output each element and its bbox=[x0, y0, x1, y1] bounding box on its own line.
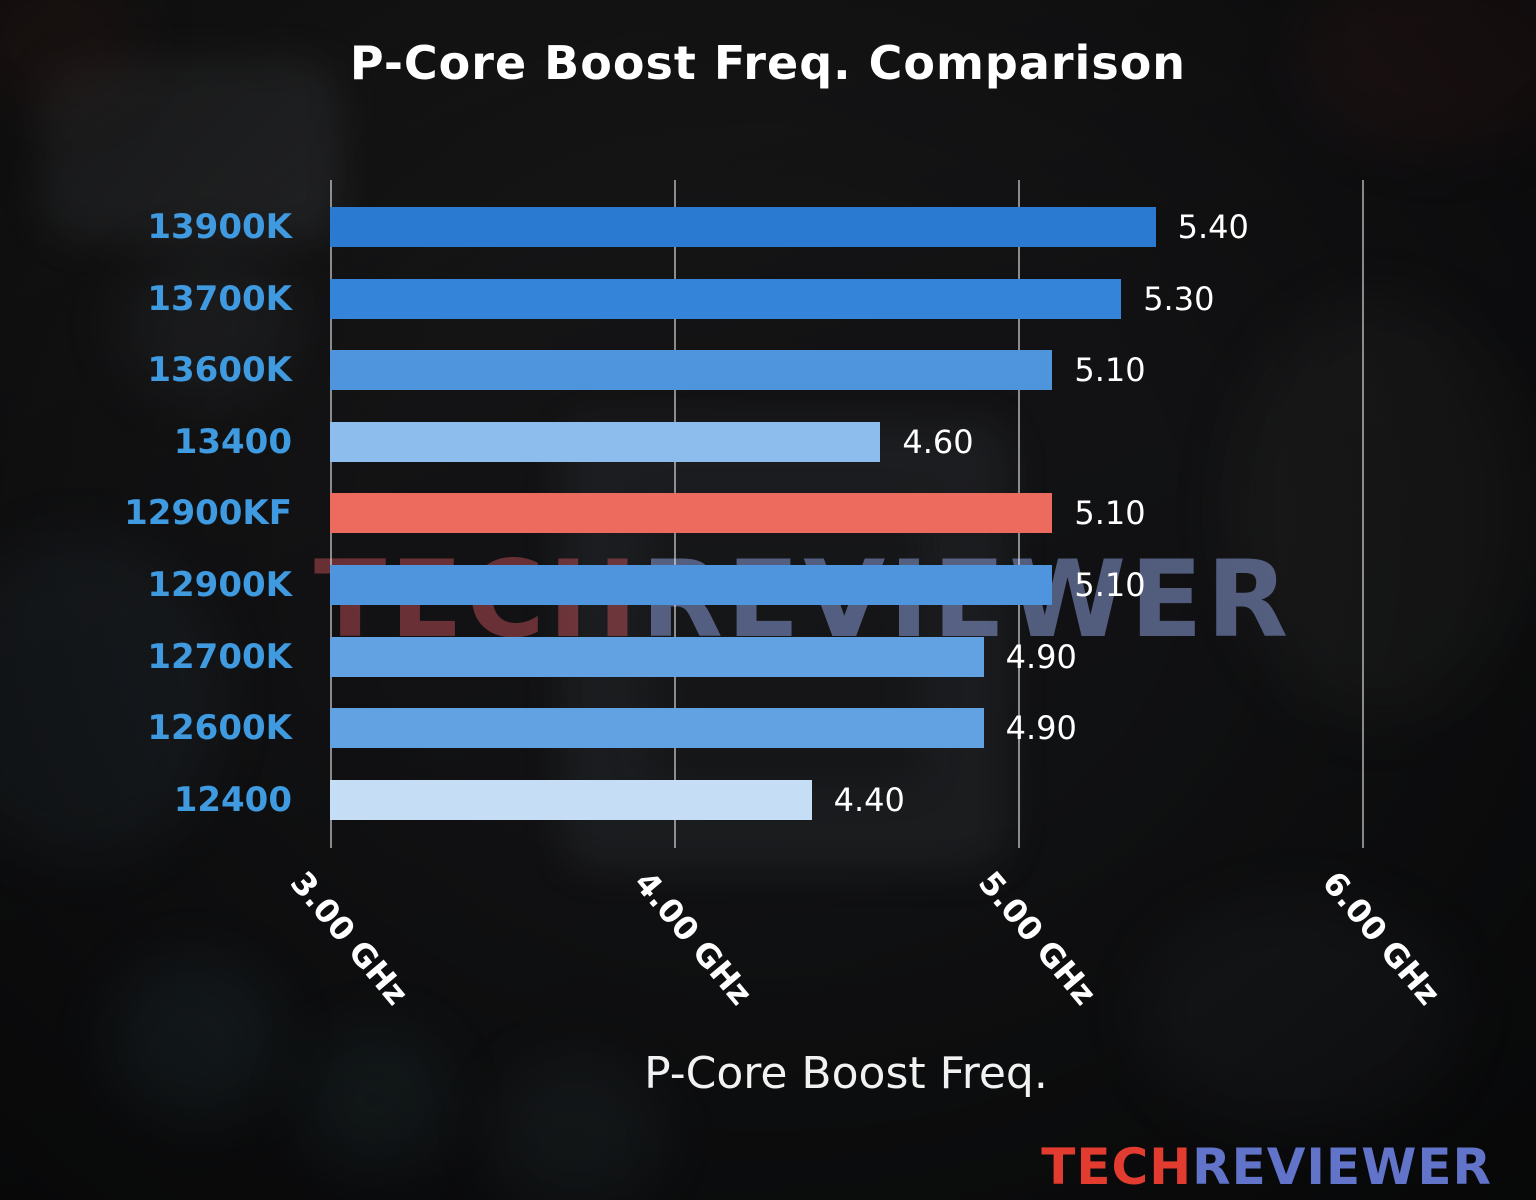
bar-row: 12700K 4.90 bbox=[0, 636, 1536, 677]
category-label: 13900K bbox=[147, 207, 292, 247]
category-label: 12900KF bbox=[124, 493, 292, 534]
bar bbox=[330, 421, 881, 462]
brand-logo: TECHREVIEWER bbox=[1041, 1138, 1492, 1196]
bar bbox=[330, 350, 1053, 391]
bar-value: 4.40 bbox=[833, 780, 905, 819]
x-tick-label: 3.00 GHz bbox=[282, 864, 416, 1013]
x-tick-label: 4.00 GHz bbox=[626, 864, 760, 1013]
bar bbox=[330, 565, 1053, 605]
bar bbox=[330, 636, 984, 677]
bar-value: 4.90 bbox=[1005, 637, 1077, 676]
bar-row: 13600K 5.10 bbox=[0, 350, 1536, 391]
bar-value: 4.60 bbox=[902, 422, 974, 461]
bar-value: 4.90 bbox=[1005, 709, 1077, 748]
chart-title: P-Core Boost Freq. Comparison bbox=[349, 36, 1187, 90]
bar bbox=[330, 278, 1122, 319]
x-tick-label: 6.00 GHz bbox=[1314, 864, 1448, 1013]
category-label: 12700K bbox=[147, 636, 292, 677]
category-label: 13400 bbox=[173, 421, 292, 462]
bar-row: 12600K 4.90 bbox=[0, 708, 1536, 749]
bar-value: 5.30 bbox=[1143, 279, 1215, 318]
bar-row: 12400 4.40 bbox=[0, 779, 1536, 820]
bar-value: 5.10 bbox=[1074, 494, 1146, 533]
category-label: 13700K bbox=[147, 278, 292, 319]
bar-row: 13400 4.60 bbox=[0, 421, 1536, 462]
bar bbox=[330, 207, 1156, 247]
bar-value: 5.10 bbox=[1074, 566, 1146, 604]
category-label: 12600K bbox=[147, 708, 292, 749]
bar bbox=[330, 708, 984, 749]
bar-row: 13700K 5.30 bbox=[0, 278, 1536, 319]
category-label: 13600K bbox=[147, 350, 292, 391]
bar-value: 5.40 bbox=[1177, 208, 1249, 246]
bar bbox=[330, 493, 1053, 534]
bar-value: 5.10 bbox=[1074, 351, 1146, 390]
bar-row: 12900K 5.10 bbox=[0, 565, 1536, 605]
category-label: 12400 bbox=[173, 779, 292, 820]
bar-row: 12900KF 5.10 bbox=[0, 493, 1536, 534]
x-tick-label: 5.00 GHz bbox=[970, 864, 1104, 1013]
brand-reviewer: REVIEWER bbox=[1192, 1138, 1492, 1196]
bar-row: 13900K 5.40 bbox=[0, 207, 1536, 247]
brand-tech: TECH bbox=[1041, 1138, 1193, 1196]
bar bbox=[330, 779, 812, 820]
x-axis-title: P-Core Boost Freq. bbox=[644, 1048, 1048, 1099]
category-label: 12900K bbox=[147, 565, 292, 605]
